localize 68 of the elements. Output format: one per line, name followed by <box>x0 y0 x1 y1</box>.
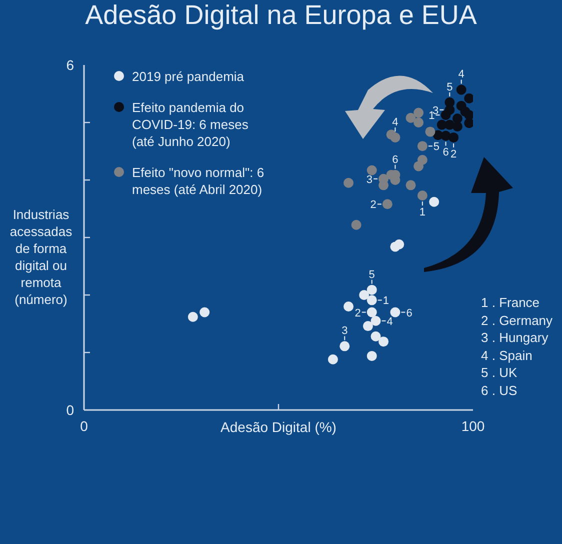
legend-label: Efeito "novo normal": 6 meses (até Abril 2020) <box>132 164 266 198</box>
x-axis-title: Adesão Digital (%) <box>220 419 336 435</box>
annotation: 2 <box>354 307 361 320</box>
point <box>440 110 451 120</box>
point <box>456 84 466 95</box>
annotation: 1 <box>419 206 426 219</box>
point <box>406 112 416 123</box>
annotation: 1 <box>428 110 435 122</box>
text: 3 . Hungary <box>481 329 550 346</box>
annotation: 3 <box>366 174 373 186</box>
point <box>366 307 377 318</box>
point <box>362 321 373 332</box>
point <box>344 178 354 188</box>
point <box>425 126 436 137</box>
point <box>394 239 404 250</box>
point <box>390 307 400 318</box>
point <box>414 161 424 172</box>
annotation: 4 <box>386 316 393 328</box>
annotation: 5 <box>368 268 375 281</box>
point <box>429 196 440 207</box>
point <box>464 118 473 128</box>
point <box>366 350 377 361</box>
annotation: 4 <box>458 68 464 81</box>
annotation: 4 <box>392 116 398 128</box>
annotation: 5 <box>446 81 453 94</box>
point <box>417 141 428 152</box>
point <box>414 118 424 128</box>
point <box>344 302 354 312</box>
point <box>436 120 447 130</box>
point <box>390 132 400 142</box>
annotation: 2 <box>450 148 457 160</box>
legend-label: 2019 pré pandemia <box>132 68 246 85</box>
point <box>351 220 362 230</box>
point <box>366 284 377 295</box>
point <box>378 336 389 347</box>
chart-title: Adesão Digital na Europa e EUA <box>84 0 478 30</box>
annotation: 2 <box>370 199 376 212</box>
annotation: 1 <box>382 295 389 308</box>
point <box>188 312 198 322</box>
text: 5 . UK <box>481 364 518 382</box>
point <box>406 180 416 190</box>
annotation: 3 <box>432 104 439 117</box>
point <box>452 122 462 132</box>
point <box>366 295 377 306</box>
annotation: 3 <box>342 325 348 338</box>
point <box>448 132 459 142</box>
point <box>359 290 370 300</box>
annotation: 6 <box>406 307 412 320</box>
legend-label: Efeito pandemia do COVID-19: 6 meses (até Junho 2020) <box>132 99 250 150</box>
annotation: 5 <box>433 141 440 154</box>
text: 6 . US <box>481 382 518 399</box>
point <box>366 165 377 176</box>
text: 2 . Germany <box>481 312 553 329</box>
text: 4 . Spain <box>481 346 534 364</box>
x-tick-label: 100 <box>461 418 485 434</box>
point <box>417 190 428 201</box>
point <box>200 307 210 318</box>
y-axis-title: Industrias acessadas de forma digital ou remota (número) <box>8 206 74 308</box>
text: 1 . France <box>481 294 541 312</box>
point <box>382 199 392 210</box>
point <box>328 354 338 364</box>
point <box>464 93 473 104</box>
annotation: 6 <box>392 154 398 166</box>
point <box>370 331 381 342</box>
point <box>414 108 424 118</box>
annotation: 6 <box>442 146 449 159</box>
point <box>340 341 350 352</box>
point <box>370 316 381 326</box>
